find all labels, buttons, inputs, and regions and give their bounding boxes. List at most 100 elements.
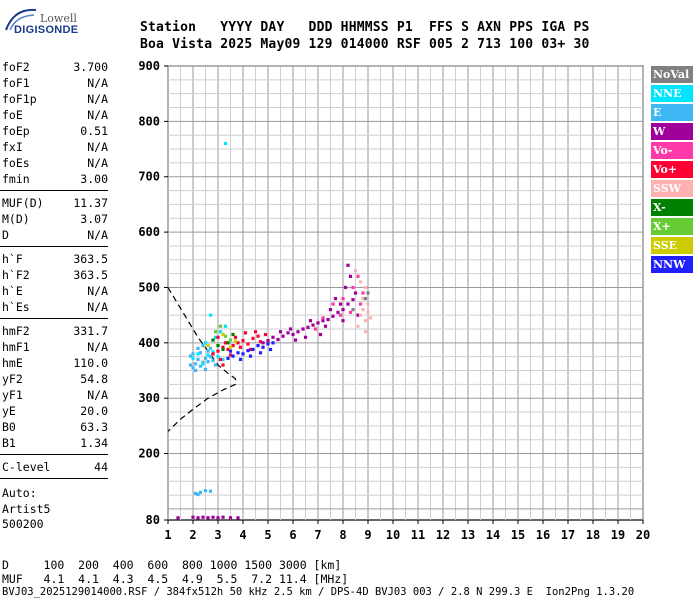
- echo-point: [366, 302, 370, 306]
- panel-separator: [0, 318, 108, 319]
- legend-item: E: [651, 104, 693, 121]
- param-key: fmin: [2, 172, 30, 186]
- x-tick-label: 7: [314, 528, 321, 542]
- echo-point: [368, 316, 373, 320]
- param-value: N/A: [87, 76, 108, 90]
- echo-point: [348, 310, 353, 314]
- echo-point: [208, 355, 213, 359]
- echo-point: [228, 353, 233, 357]
- echo-point: [328, 308, 333, 312]
- auto-artist: Artist5: [2, 502, 51, 516]
- echo-point: [363, 285, 368, 290]
- legend-item: NNE: [651, 85, 693, 102]
- y-tick-label: 400: [138, 336, 160, 350]
- echo-point: [326, 317, 330, 322]
- echo-point: [293, 338, 298, 342]
- echo-point: [351, 308, 355, 312]
- echo-point: [261, 341, 265, 345]
- echo-point: [361, 308, 365, 312]
- echo-point: [363, 319, 368, 323]
- echo-point: [258, 351, 263, 355]
- echo-point: [206, 349, 210, 353]
- param-row: M(D) 3.07: [2, 212, 108, 228]
- echo-point: [216, 343, 220, 348]
- y-tick-label: 80: [146, 513, 160, 527]
- echo-point: [251, 347, 255, 352]
- auto-label: Auto:: [2, 486, 37, 500]
- digisonde-logo-mark: [5, 8, 37, 31]
- echo-point: [193, 362, 198, 366]
- echo-point: [193, 491, 198, 496]
- param-value: 20.0: [80, 404, 108, 418]
- echo-point: [228, 338, 233, 342]
- panel-separator: [0, 246, 108, 247]
- param-value: N/A: [87, 92, 108, 106]
- param-row: h`Es N/A: [2, 300, 108, 316]
- param-value: 363.5: [73, 268, 108, 282]
- legend-item: SSE: [651, 237, 693, 254]
- echo-point: [206, 360, 210, 364]
- param-row: C-level 44: [2, 460, 108, 476]
- legend-item: Vo-: [651, 142, 693, 159]
- echo-point: [228, 345, 233, 349]
- param-key: hmE: [2, 356, 23, 370]
- echo-point: [356, 324, 360, 328]
- legend-item: NNW: [651, 256, 693, 273]
- param-row: D N/A: [2, 228, 108, 244]
- echo-point: [211, 338, 215, 342]
- header-line-1: Station YYYY DAY DDD HHMMSS P1 FFS S AXN…: [140, 20, 590, 35]
- x-tick-label: 3: [214, 528, 221, 542]
- echo-point: [361, 291, 365, 295]
- echo-point: [341, 308, 345, 312]
- echo-point: [191, 356, 195, 360]
- param-row: foF2 3.700: [2, 60, 108, 76]
- echo-point: [248, 354, 253, 358]
- echo-point: [271, 341, 275, 345]
- echo-point: [213, 335, 218, 339]
- echo-point: [241, 339, 245, 343]
- echo-point: [341, 319, 345, 323]
- echo-point: [346, 302, 350, 306]
- x-tick-label: 16: [536, 528, 550, 542]
- x-tick-label: 1: [164, 528, 171, 542]
- x-tick-label: 6: [289, 528, 296, 542]
- param-value: 44: [94, 460, 108, 474]
- echo-point: [281, 334, 285, 338]
- y-tick-label: 800: [138, 114, 160, 128]
- echo-point: [196, 357, 200, 362]
- param-key: h`E: [2, 284, 23, 298]
- echo-point: [216, 349, 220, 353]
- echo-point: [221, 347, 225, 352]
- param-value: 363.5: [73, 252, 108, 266]
- echo-point: [196, 492, 200, 497]
- echo-point: [203, 341, 208, 345]
- echo-point: [193, 368, 198, 373]
- param-key: C-level: [2, 460, 51, 474]
- echo-point: [201, 343, 205, 348]
- echo-point: [331, 314, 335, 318]
- x-tick-label: 4: [239, 528, 246, 542]
- param-value: 0.51: [80, 124, 108, 138]
- echo-point: [226, 356, 230, 360]
- param-value: N/A: [87, 300, 108, 314]
- echo-point: [226, 341, 230, 345]
- param-value: 331.7: [73, 324, 108, 338]
- echo-point: [366, 310, 370, 314]
- echo-point: [216, 355, 220, 359]
- legend-item: SSW: [651, 180, 693, 197]
- echo-point: [216, 516, 220, 520]
- param-key: D: [2, 228, 9, 242]
- legend-item: W: [651, 123, 693, 140]
- echo-point: [363, 330, 368, 334]
- param-key: yF1: [2, 388, 23, 402]
- param-key: foF1p: [2, 92, 37, 106]
- echo-point: [211, 358, 215, 363]
- echo-point: [211, 352, 215, 356]
- legend-item: X-: [651, 199, 693, 216]
- echo-point: [358, 302, 363, 306]
- echo-point: [256, 343, 260, 348]
- param-key: foEs: [2, 156, 30, 170]
- echo-point: [206, 516, 210, 520]
- param-row: foEp 0.51: [2, 124, 108, 140]
- echo-point: [246, 348, 250, 353]
